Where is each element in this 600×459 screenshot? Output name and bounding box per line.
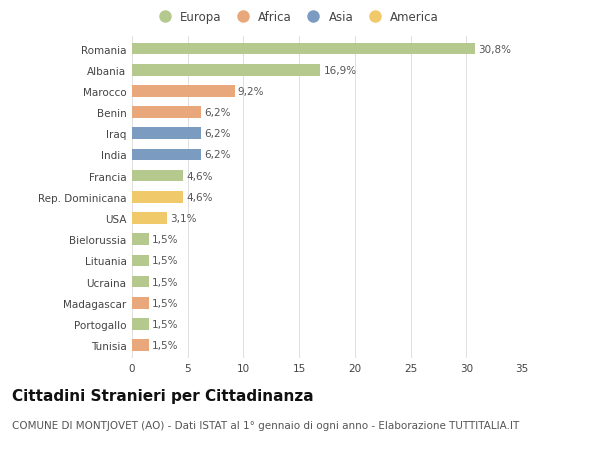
Text: 1,5%: 1,5%	[152, 256, 179, 266]
Bar	[132, 170, 183, 182]
Bar	[132, 86, 235, 97]
Bar	[132, 255, 149, 267]
Legend: Europa, Africa, Asia, America: Europa, Africa, Asia, America	[153, 11, 439, 24]
Bar	[132, 319, 149, 330]
Text: 3,1%: 3,1%	[170, 213, 196, 224]
Bar	[132, 149, 201, 161]
Text: 16,9%: 16,9%	[323, 66, 357, 76]
Bar	[132, 213, 167, 224]
Text: 6,2%: 6,2%	[205, 108, 231, 118]
Bar	[132, 276, 149, 288]
Bar	[132, 340, 149, 351]
Text: 1,5%: 1,5%	[152, 319, 179, 329]
Bar	[132, 234, 149, 246]
Bar	[132, 44, 475, 55]
Text: 1,5%: 1,5%	[152, 235, 179, 245]
Text: 30,8%: 30,8%	[479, 45, 512, 55]
Text: COMUNE DI MONTJOVET (AO) - Dati ISTAT al 1° gennaio di ogni anno - Elaborazione : COMUNE DI MONTJOVET (AO) - Dati ISTAT al…	[12, 420, 519, 430]
Bar	[132, 297, 149, 309]
Bar	[132, 107, 201, 118]
Bar	[132, 191, 183, 203]
Bar	[132, 65, 320, 76]
Text: 4,6%: 4,6%	[187, 171, 213, 181]
Text: 6,2%: 6,2%	[205, 129, 231, 139]
Text: 1,5%: 1,5%	[152, 340, 179, 350]
Text: 1,5%: 1,5%	[152, 298, 179, 308]
Text: 1,5%: 1,5%	[152, 277, 179, 287]
Bar	[132, 128, 201, 140]
Text: Cittadini Stranieri per Cittadinanza: Cittadini Stranieri per Cittadinanza	[12, 388, 314, 403]
Text: 9,2%: 9,2%	[238, 87, 265, 97]
Text: 4,6%: 4,6%	[187, 192, 213, 202]
Text: 6,2%: 6,2%	[205, 150, 231, 160]
